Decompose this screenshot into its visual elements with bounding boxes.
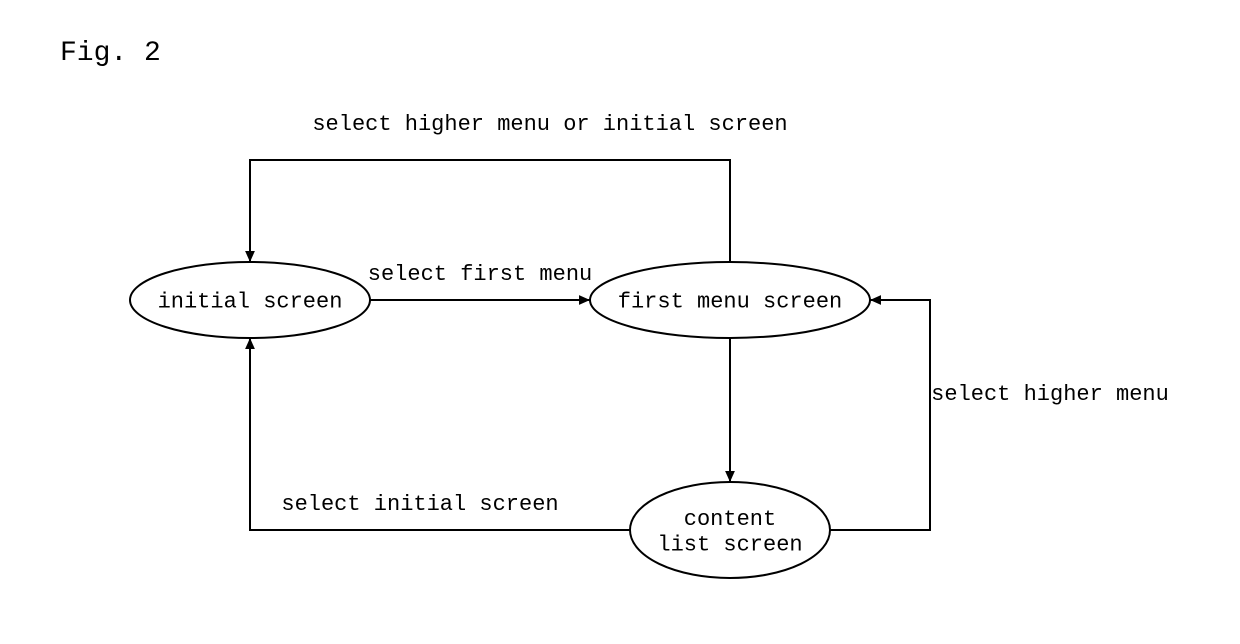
edge-e2_first_to_initial_top — [250, 160, 730, 262]
figure-caption: Fig. 2 — [60, 38, 161, 69]
node-label-first_menu-0: first menu screen — [618, 290, 842, 315]
edge-label-e2_first_to_initial_top: select higher menu or initial screen — [312, 112, 787, 137]
node-label-content_list-0: content — [684, 507, 776, 532]
edge-e4_content_to_first_right — [830, 300, 930, 530]
node-label-initial-0: initial screen — [158, 290, 343, 315]
edge-label-e1_initial_to_first: select first menu — [368, 262, 592, 287]
node-label-content_list-1: list screen — [657, 532, 802, 557]
edge-label-e5_content_to_initial_bottom: select initial screen — [281, 492, 558, 517]
edge-label-e4_content_to_first_right: select higher menu — [931, 382, 1169, 407]
